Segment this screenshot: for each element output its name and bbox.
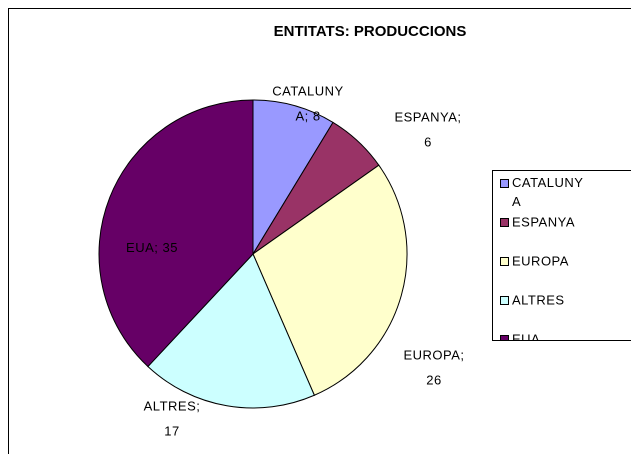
- pie-slice: [252, 99, 334, 256]
- legend-label: EUROPA: [512, 253, 569, 268]
- legend-swatch: [500, 218, 509, 227]
- legend-swatch: [500, 335, 509, 340]
- chart-title: ENTITATS: PRODUCCIONS: [274, 23, 467, 40]
- data-label: ESPANYA; 6: [394, 110, 461, 150]
- data-label: ALTRES; 17: [144, 399, 201, 439]
- legend-label: EUA: [512, 331, 540, 346]
- legend-label: ESPANYA: [512, 214, 575, 229]
- data-label: EUA; 35: [126, 240, 178, 255]
- data-label: CATALUNY A; 8: [272, 84, 343, 124]
- legend-box: [492, 170, 631, 341]
- legend-swatch: [500, 296, 509, 305]
- legend-swatch: [500, 257, 509, 266]
- legend-label: ALTRES: [512, 292, 565, 307]
- legend: CATALUNY A ESPANYA EUROPA ALTRES EUA: [500, 175, 583, 346]
- pie-slice: [98, 99, 254, 368]
- pie-slice: [147, 253, 316, 409]
- legend-swatch: [500, 179, 509, 188]
- data-label: EUROPA; 26: [403, 348, 464, 388]
- legend-label: CATALUNY A: [512, 175, 583, 209]
- pie-slice: [252, 164, 408, 396]
